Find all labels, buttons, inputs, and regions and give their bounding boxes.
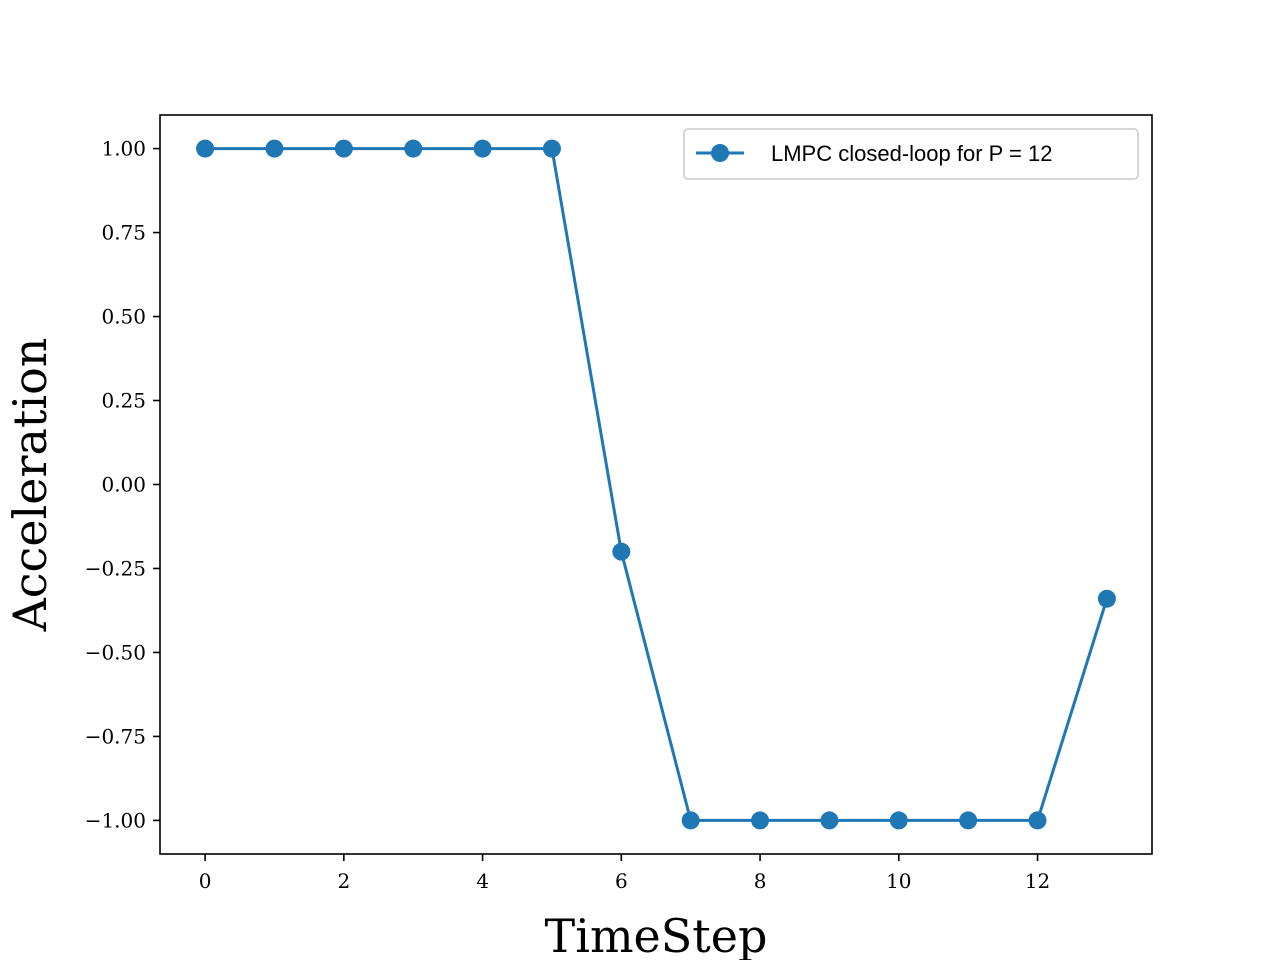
data-point: [959, 811, 978, 830]
x-tick-label: 10: [886, 869, 911, 893]
data-point: [820, 811, 839, 830]
x-tick-label: 8: [754, 869, 767, 893]
y-tick-label: 1.00: [101, 137, 146, 161]
data-point: [265, 139, 284, 158]
data-point: [196, 139, 215, 158]
x-tick-label: 2: [337, 869, 350, 893]
data-point: [334, 139, 353, 158]
y-tick-label: 0.50: [101, 305, 146, 329]
data-point: [1097, 589, 1116, 608]
y-tick-label: −0.25: [85, 556, 146, 580]
y-tick-label: −1.00: [85, 808, 146, 832]
data-point: [1028, 811, 1047, 830]
x-axis-ticks: 0 2 4 6 8 10 12: [199, 854, 1050, 893]
data-point: [473, 139, 492, 158]
legend-box: [683, 128, 1139, 180]
data-point: [612, 542, 631, 561]
data-point: [681, 811, 700, 830]
y-tick-label: 0.00: [101, 473, 146, 497]
series-line: [205, 147, 1109, 822]
x-tick-label: 4: [476, 869, 489, 893]
y-axis-ticks: 1.00 0.75 0.50 0.25 0.00 −0.25 −0.50 −0.75 −1.00: [85, 137, 160, 832]
data-point: [889, 811, 908, 830]
x-tick-label: 12: [1025, 869, 1050, 893]
y-tick-label: 0.25: [101, 389, 146, 413]
legend-label: LMPC closed-loop for P = 12: [771, 141, 1052, 166]
legend: LMPC closed-loop for P = 12: [683, 128, 1139, 180]
legend-marker-sample: [711, 144, 729, 162]
series-layer: [196, 139, 1116, 830]
data-point: [751, 811, 770, 830]
y-tick-label: 0.75: [101, 221, 146, 245]
data-point: [542, 139, 561, 158]
x-tick-label: 0: [199, 869, 212, 893]
y-tick-label: −0.75: [85, 724, 146, 748]
data-point: [404, 139, 423, 158]
y-axis-title: Acceleration: [3, 338, 57, 633]
x-axis-title: TimeStep: [545, 909, 768, 960]
x-tick-label: 6: [615, 869, 628, 893]
y-tick-label: −0.50: [85, 640, 146, 664]
